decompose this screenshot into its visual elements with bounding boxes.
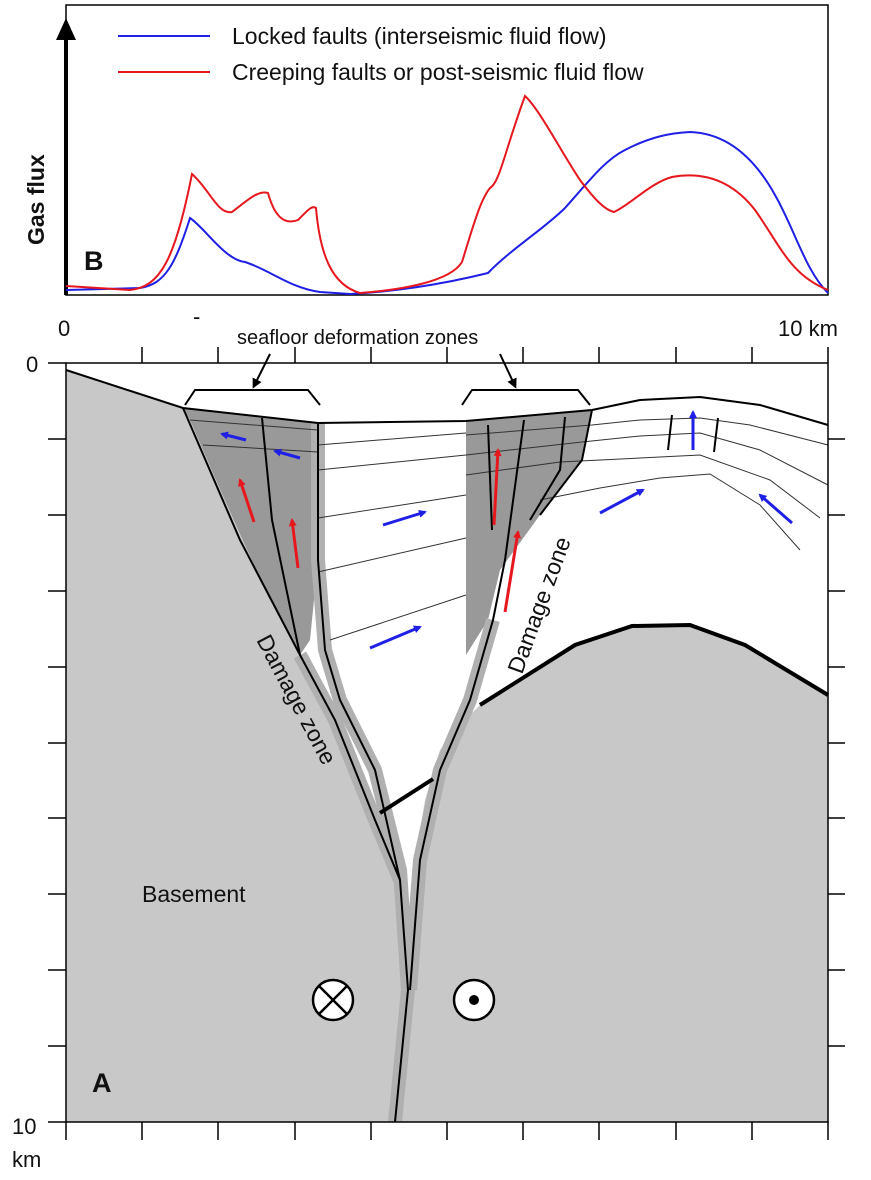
basement-label: Basement <box>142 881 246 907</box>
panel-a-label: A <box>92 1068 112 1098</box>
locked-faults-curve <box>65 130 829 296</box>
pointer-arrow-left <box>252 353 271 389</box>
pointer-arrow-right <box>499 353 517 389</box>
basement-right <box>395 625 828 1122</box>
damage-zone-left <box>183 408 318 655</box>
x-axis-mark: - <box>193 304 200 329</box>
faults <box>182 407 719 1123</box>
panel-b: Gas flux B Locked faults (interseismic f… <box>23 4 829 296</box>
out-of-page-dot-icon <box>452 978 496 1022</box>
legend-locked-faults: Locked faults (interseismic fluid flow) <box>232 23 607 49</box>
x-axis-end-label: 10 km <box>778 316 838 341</box>
x-axis-start-label: 0 <box>58 316 70 341</box>
basement-top-right <box>478 622 830 707</box>
into-page-cross-icon <box>311 978 355 1022</box>
gas-flux-axis-arrowhead <box>56 18 76 40</box>
panel-b-label: B <box>84 246 104 276</box>
sediment-layers <box>189 417 829 641</box>
offset-basement-segment <box>378 777 435 815</box>
y-axis-top-label: 0 <box>26 352 38 377</box>
panel-a: 0 - 10 km 0 10 km <box>12 304 845 1172</box>
seafloor <box>65 369 829 426</box>
bracket-left <box>184 389 321 406</box>
y-axis-bottom-label: 10 <box>12 1114 36 1139</box>
red-flow-arrows <box>238 448 521 613</box>
seafloor-deformation-zones-label: seafloor deformation zones <box>237 327 478 349</box>
blue-flow-arrows <box>220 410 793 650</box>
axis-ticks <box>48 347 845 1140</box>
bracket-right <box>461 389 591 406</box>
gas-flux-label: Gas flux <box>23 154 49 245</box>
legend-creeping-faults: Creeping faults or post-seismic fluid fl… <box>232 59 644 85</box>
basement-left <box>66 370 408 1122</box>
creeping-faults-curve <box>65 94 829 295</box>
y-axis-unit-label: km <box>12 1147 41 1172</box>
